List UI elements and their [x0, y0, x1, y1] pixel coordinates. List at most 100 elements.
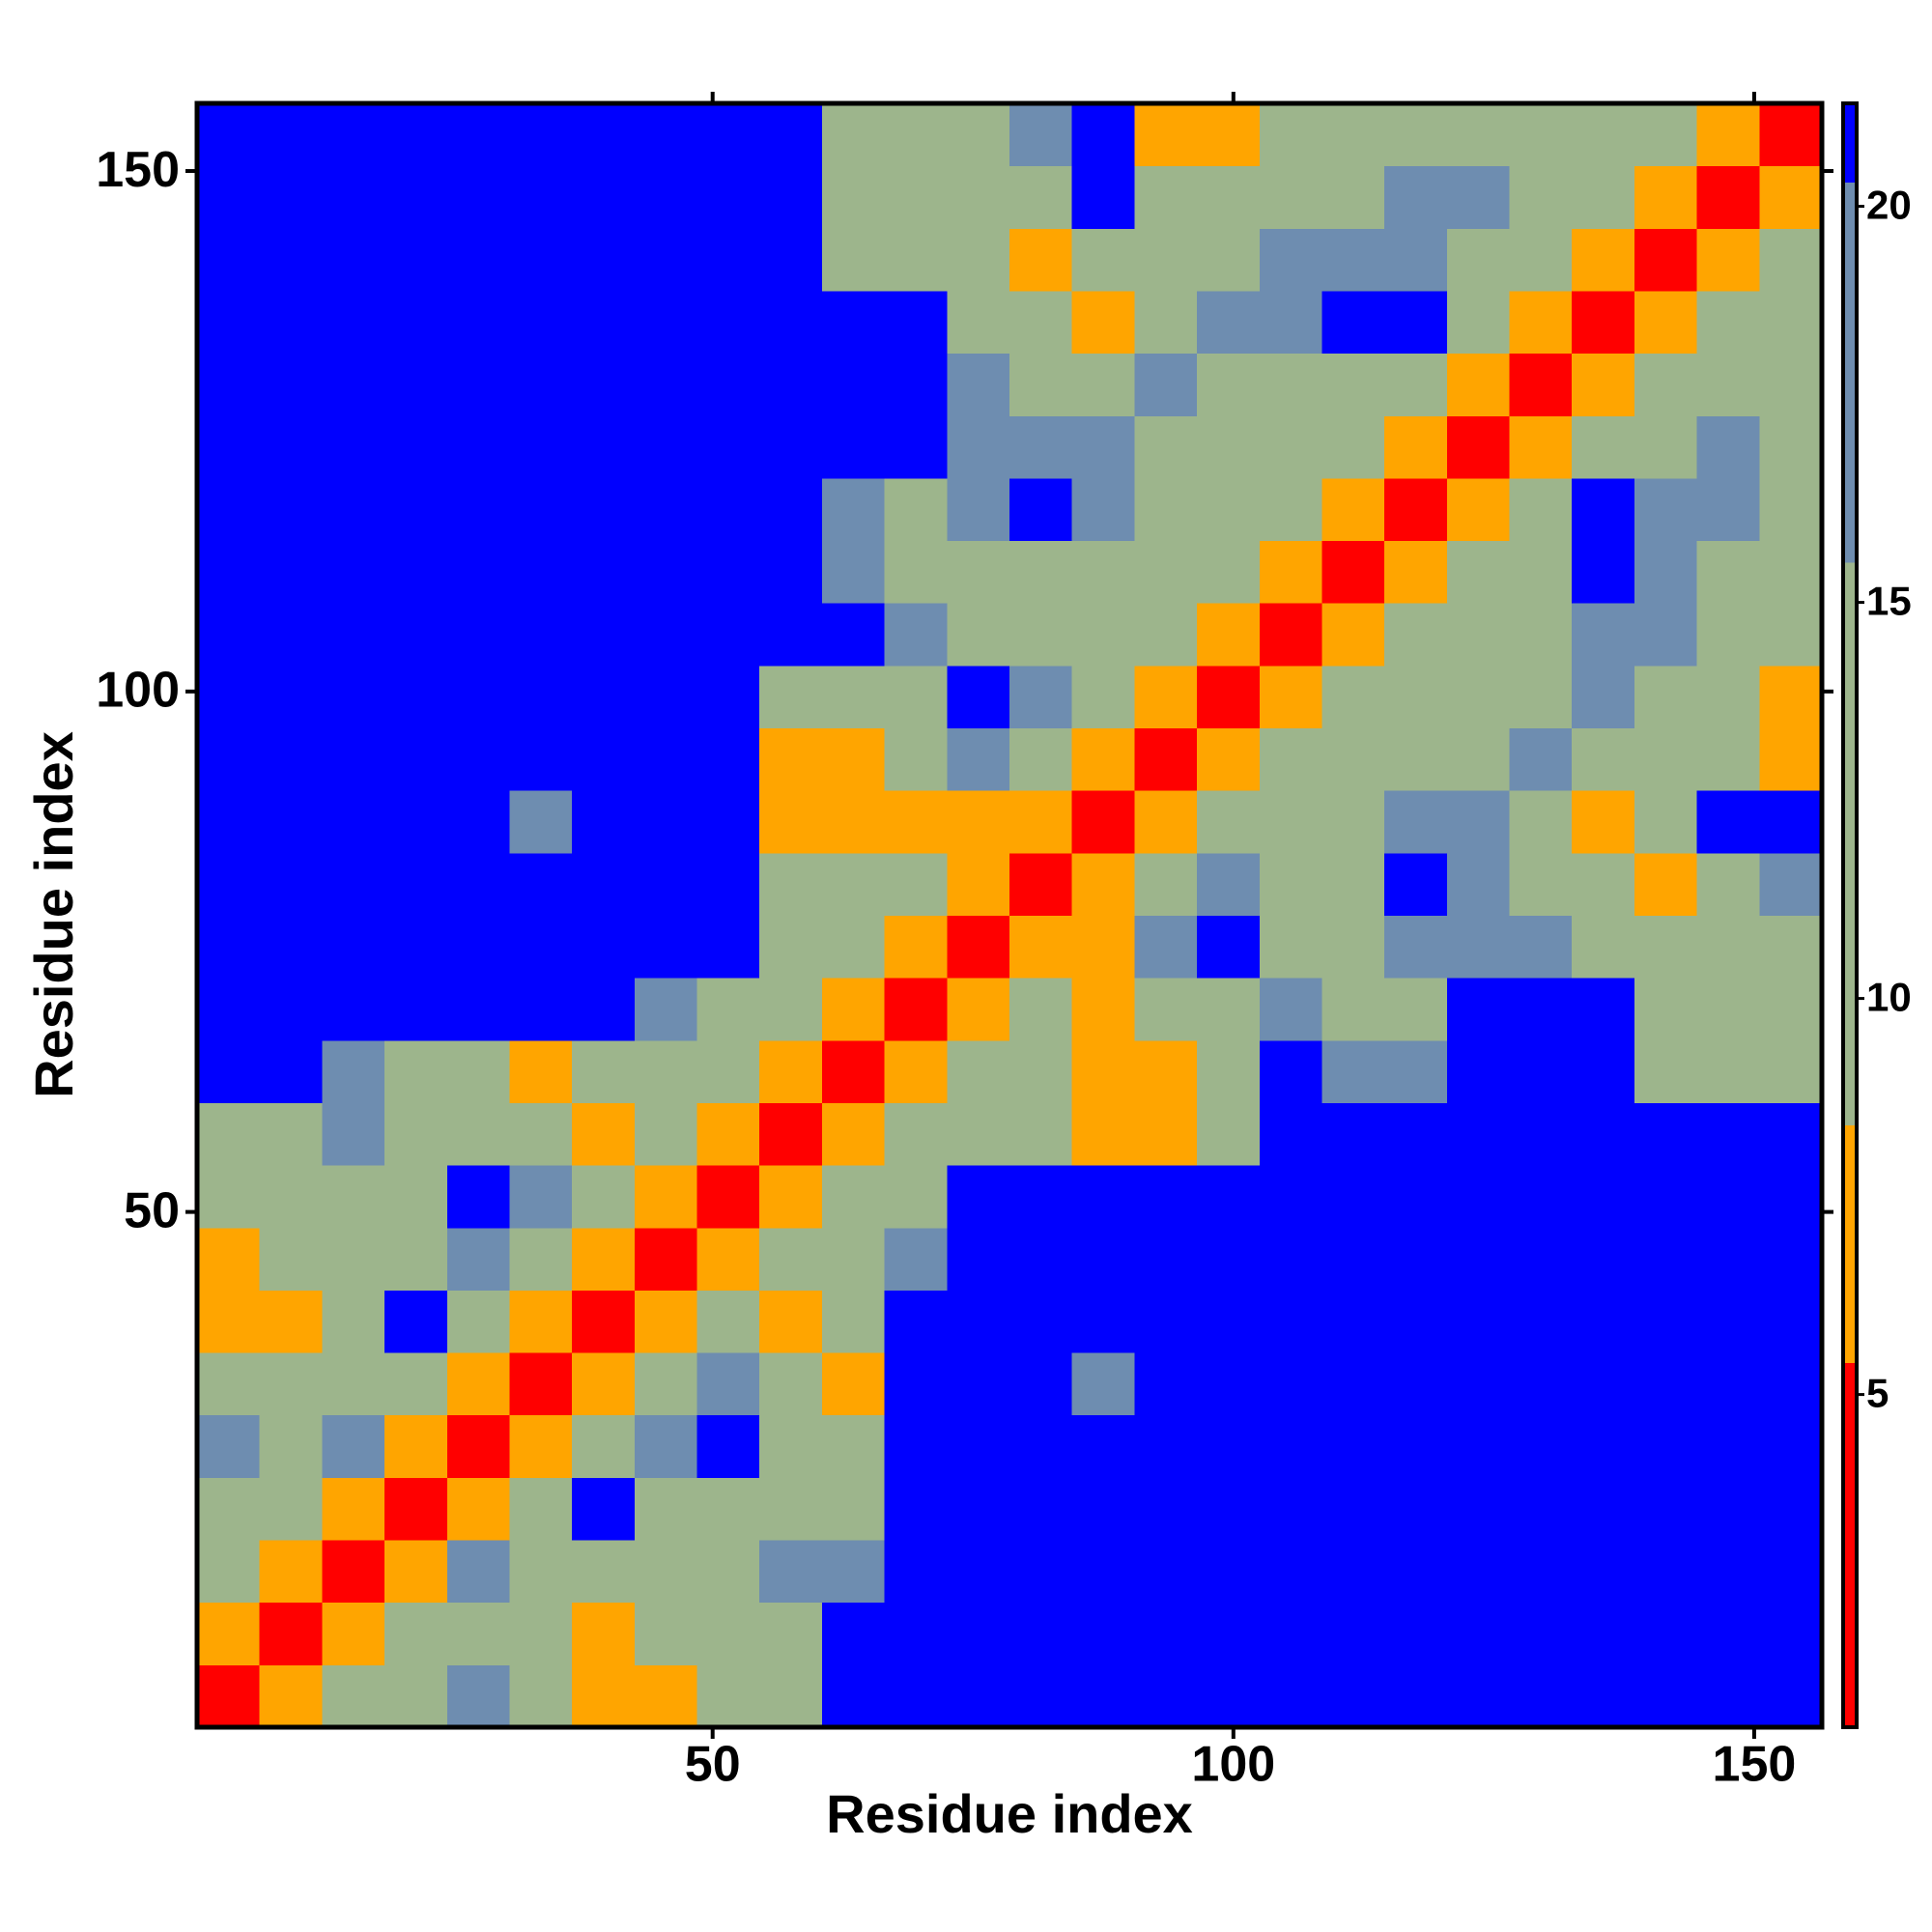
cell	[1759, 790, 1823, 854]
cell	[1197, 165, 1261, 229]
cell	[1446, 1227, 1511, 1291]
cell	[634, 1039, 698, 1103]
cell	[634, 727, 698, 791]
cell	[197, 1540, 261, 1604]
cell	[1696, 1290, 1760, 1353]
cell	[696, 1352, 760, 1416]
cell	[1009, 353, 1073, 416]
cell	[197, 1165, 261, 1229]
cell	[1384, 1602, 1448, 1665]
cell	[1071, 1290, 1135, 1353]
cell	[1009, 103, 1073, 167]
cell	[572, 1165, 636, 1229]
cell	[1197, 790, 1261, 854]
cell	[259, 1102, 323, 1166]
cell	[322, 852, 385, 916]
cell	[884, 1540, 948, 1604]
cell	[1259, 665, 1322, 729]
cell	[1634, 1039, 1698, 1103]
cell	[509, 165, 573, 229]
cell	[947, 1540, 1010, 1604]
cell	[1446, 1039, 1511, 1103]
cell	[947, 1039, 1010, 1103]
cell	[259, 852, 323, 916]
cell	[947, 1290, 1010, 1353]
cell	[446, 290, 510, 355]
cell	[322, 353, 385, 416]
cell	[1259, 540, 1322, 604]
cell	[759, 228, 823, 292]
cell	[1446, 790, 1511, 854]
cell	[446, 477, 510, 542]
cell	[572, 915, 636, 979]
cell	[1509, 1414, 1573, 1478]
cell	[884, 603, 948, 667]
cell	[197, 353, 261, 416]
cell	[384, 665, 448, 729]
cell	[322, 1477, 385, 1541]
cell	[1259, 477, 1322, 542]
cell	[821, 1352, 886, 1416]
cell	[259, 978, 323, 1041]
cell	[821, 165, 886, 229]
cell	[1259, 1540, 1322, 1604]
cell	[446, 790, 510, 854]
cell	[1321, 540, 1385, 604]
cell	[384, 790, 448, 854]
cell	[1009, 852, 1073, 916]
cell	[446, 1039, 510, 1103]
cell	[947, 790, 1010, 854]
cell	[1259, 1165, 1322, 1229]
cell	[322, 1664, 385, 1728]
cell	[1572, 1414, 1635, 1478]
cell	[197, 915, 261, 979]
cell	[1134, 477, 1198, 542]
cell	[322, 727, 385, 791]
cell	[384, 1227, 448, 1291]
cell	[1759, 852, 1823, 916]
cell	[1572, 540, 1635, 604]
cell	[759, 1352, 823, 1416]
cell	[1197, 353, 1261, 416]
cell	[1634, 1664, 1698, 1728]
cell	[1384, 1165, 1448, 1229]
cell	[696, 290, 760, 355]
x-axis-label: Residue index	[826, 1783, 1193, 1844]
cell	[759, 1477, 823, 1541]
cell	[759, 540, 823, 604]
cell	[1634, 290, 1698, 355]
cell	[1134, 540, 1198, 604]
cell	[384, 852, 448, 916]
cell	[947, 415, 1010, 479]
cell	[259, 915, 323, 979]
cell	[634, 915, 698, 979]
cell	[884, 415, 948, 479]
cell	[1759, 1102, 1823, 1166]
cell	[384, 727, 448, 791]
cell	[821, 603, 886, 667]
colorbar-tick-label: 5	[1866, 1371, 1889, 1416]
cell	[509, 1414, 573, 1478]
cell	[1696, 165, 1760, 229]
cell	[446, 852, 510, 916]
cell	[1696, 1664, 1760, 1728]
cell	[696, 603, 760, 667]
cell	[821, 727, 886, 791]
cell	[446, 1414, 510, 1478]
cell	[197, 165, 261, 229]
cell	[322, 415, 385, 479]
cell	[1071, 165, 1135, 229]
cell	[446, 165, 510, 229]
cell	[947, 165, 1010, 229]
cell	[1197, 1039, 1261, 1103]
cell	[1134, 665, 1198, 729]
cell	[1696, 290, 1760, 355]
cell	[1071, 790, 1135, 854]
cell	[947, 603, 1010, 667]
cell	[1634, 1165, 1698, 1229]
cell	[1696, 1602, 1760, 1665]
x-tick-label: 150	[1713, 1737, 1797, 1793]
cell	[259, 1290, 323, 1353]
cell	[1259, 1290, 1322, 1353]
